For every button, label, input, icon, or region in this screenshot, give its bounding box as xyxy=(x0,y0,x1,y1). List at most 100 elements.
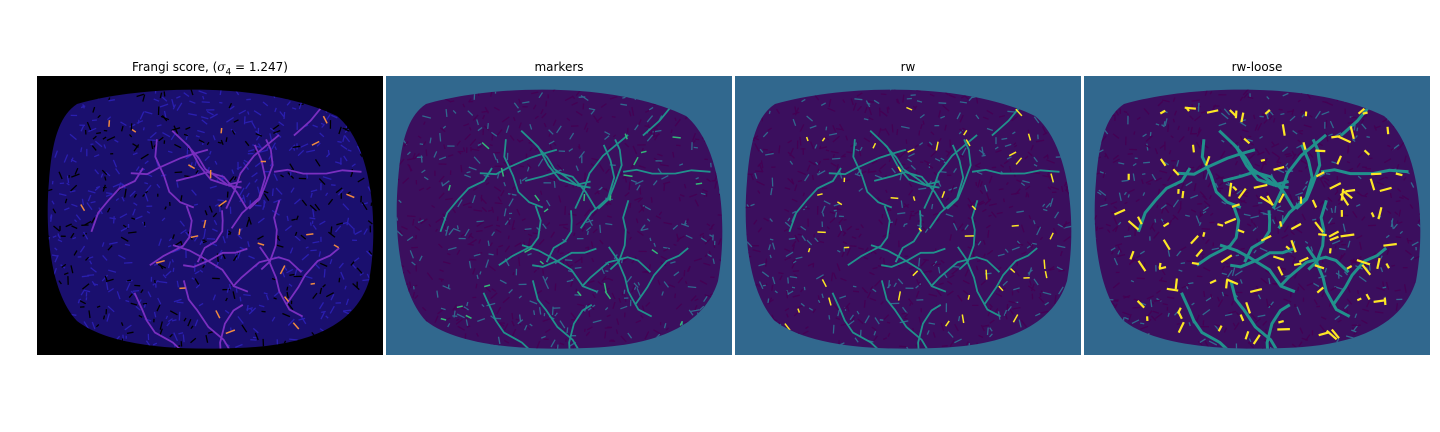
texture-stroke xyxy=(1027,193,1030,198)
vessel-path xyxy=(172,244,249,293)
texture-stroke xyxy=(770,187,773,196)
texture-stroke xyxy=(271,316,276,322)
texture-stroke xyxy=(338,277,341,283)
texture-stroke xyxy=(1185,181,1193,187)
texture-stroke xyxy=(1168,150,1172,155)
texture-stroke xyxy=(1102,171,1106,178)
vessel-path xyxy=(1265,303,1291,349)
texture-stroke xyxy=(213,219,218,226)
texture-stroke xyxy=(915,290,920,298)
highlight-segment xyxy=(604,290,612,300)
texture-stroke xyxy=(233,119,239,123)
texture-stroke xyxy=(1254,124,1259,131)
texture-stroke xyxy=(102,136,107,140)
texture-stroke xyxy=(292,145,301,149)
texture-stroke xyxy=(190,325,194,329)
texture-stroke xyxy=(662,181,671,185)
texture-stroke xyxy=(1146,310,1153,317)
texture-stroke xyxy=(1293,273,1298,279)
texture-stroke xyxy=(1353,331,1358,336)
texture-stroke xyxy=(231,129,236,135)
texture-stroke xyxy=(516,208,521,216)
texture-stroke xyxy=(920,123,923,130)
texture-stroke xyxy=(577,303,585,307)
texture-stroke xyxy=(96,132,102,135)
highlight-segment xyxy=(1174,278,1178,290)
texture-stroke xyxy=(112,159,118,168)
texture-stroke xyxy=(1132,306,1141,309)
texture-stroke xyxy=(899,151,906,158)
texture-stroke xyxy=(1295,191,1304,196)
texture-stroke xyxy=(1176,160,1180,167)
texture-stroke xyxy=(626,275,633,283)
texture-stroke xyxy=(620,103,628,106)
highlight-segment xyxy=(1260,158,1266,162)
texture-stroke xyxy=(1161,207,1165,214)
rw-loose-image xyxy=(1084,76,1430,355)
texture-stroke xyxy=(476,220,485,223)
texture-stroke xyxy=(246,304,249,312)
texture-stroke xyxy=(120,121,127,127)
texture-stroke xyxy=(219,101,223,104)
texture-stroke xyxy=(425,149,428,157)
texture-stroke xyxy=(1042,174,1050,178)
texture-stroke xyxy=(443,144,446,150)
texture-stroke xyxy=(331,114,338,119)
texture-stroke xyxy=(897,167,900,172)
texture-stroke xyxy=(757,190,761,194)
texture-stroke xyxy=(653,129,656,138)
texture-stroke xyxy=(414,294,419,300)
texture-stroke xyxy=(1390,220,1394,230)
texture-stroke xyxy=(714,181,718,189)
texture-stroke xyxy=(502,296,510,304)
texture-stroke xyxy=(1281,146,1289,152)
texture-stroke xyxy=(319,220,326,226)
texture-stroke xyxy=(64,198,68,204)
vessel-path xyxy=(870,244,947,293)
highlight-segment xyxy=(603,282,607,293)
texture-stroke xyxy=(836,249,841,253)
texture-stroke xyxy=(839,295,847,299)
texture-stroke xyxy=(133,202,138,206)
texture-stroke xyxy=(1121,179,1129,182)
texture-stroke xyxy=(88,127,97,133)
texture-stroke xyxy=(1285,154,1293,158)
texture-stroke xyxy=(1036,226,1042,236)
highlight-segment xyxy=(1395,172,1403,177)
texture-stroke xyxy=(1384,176,1389,179)
texture-stroke xyxy=(818,160,821,165)
highlight-segment xyxy=(1224,217,1237,225)
texture-stroke xyxy=(493,186,502,192)
texture-stroke xyxy=(497,336,501,345)
texture-stroke xyxy=(407,157,416,161)
texture-stroke xyxy=(469,127,472,131)
texture-stroke xyxy=(1351,138,1356,143)
texture-stroke xyxy=(58,171,63,180)
texture-stroke xyxy=(1114,224,1119,233)
texture-stroke xyxy=(496,129,503,136)
texture-stroke xyxy=(247,111,250,115)
highlight-segment xyxy=(1341,189,1353,200)
texture-stroke xyxy=(54,150,59,158)
texture-stroke xyxy=(1135,198,1140,203)
texture-stroke xyxy=(484,106,489,114)
texture-stroke xyxy=(945,197,950,201)
texture-stroke xyxy=(799,124,805,132)
texture-stroke xyxy=(1253,114,1256,120)
texture-stroke xyxy=(1221,139,1225,143)
texture-stroke xyxy=(1243,213,1251,217)
texture-stroke xyxy=(672,224,679,230)
texture-stroke xyxy=(1310,246,1314,252)
texture-stroke xyxy=(1278,108,1283,111)
texture-stroke xyxy=(1289,194,1294,203)
vessel-path xyxy=(1177,148,1256,176)
texture-stroke xyxy=(87,274,95,277)
texture-stroke xyxy=(1266,96,1270,100)
texture-stroke xyxy=(964,224,969,230)
texture-stroke xyxy=(869,271,875,276)
texture-stroke xyxy=(704,237,712,245)
texture-stroke xyxy=(73,250,78,256)
texture-stroke xyxy=(254,178,258,183)
texture-stroke xyxy=(326,152,331,158)
texture-stroke xyxy=(335,225,342,233)
